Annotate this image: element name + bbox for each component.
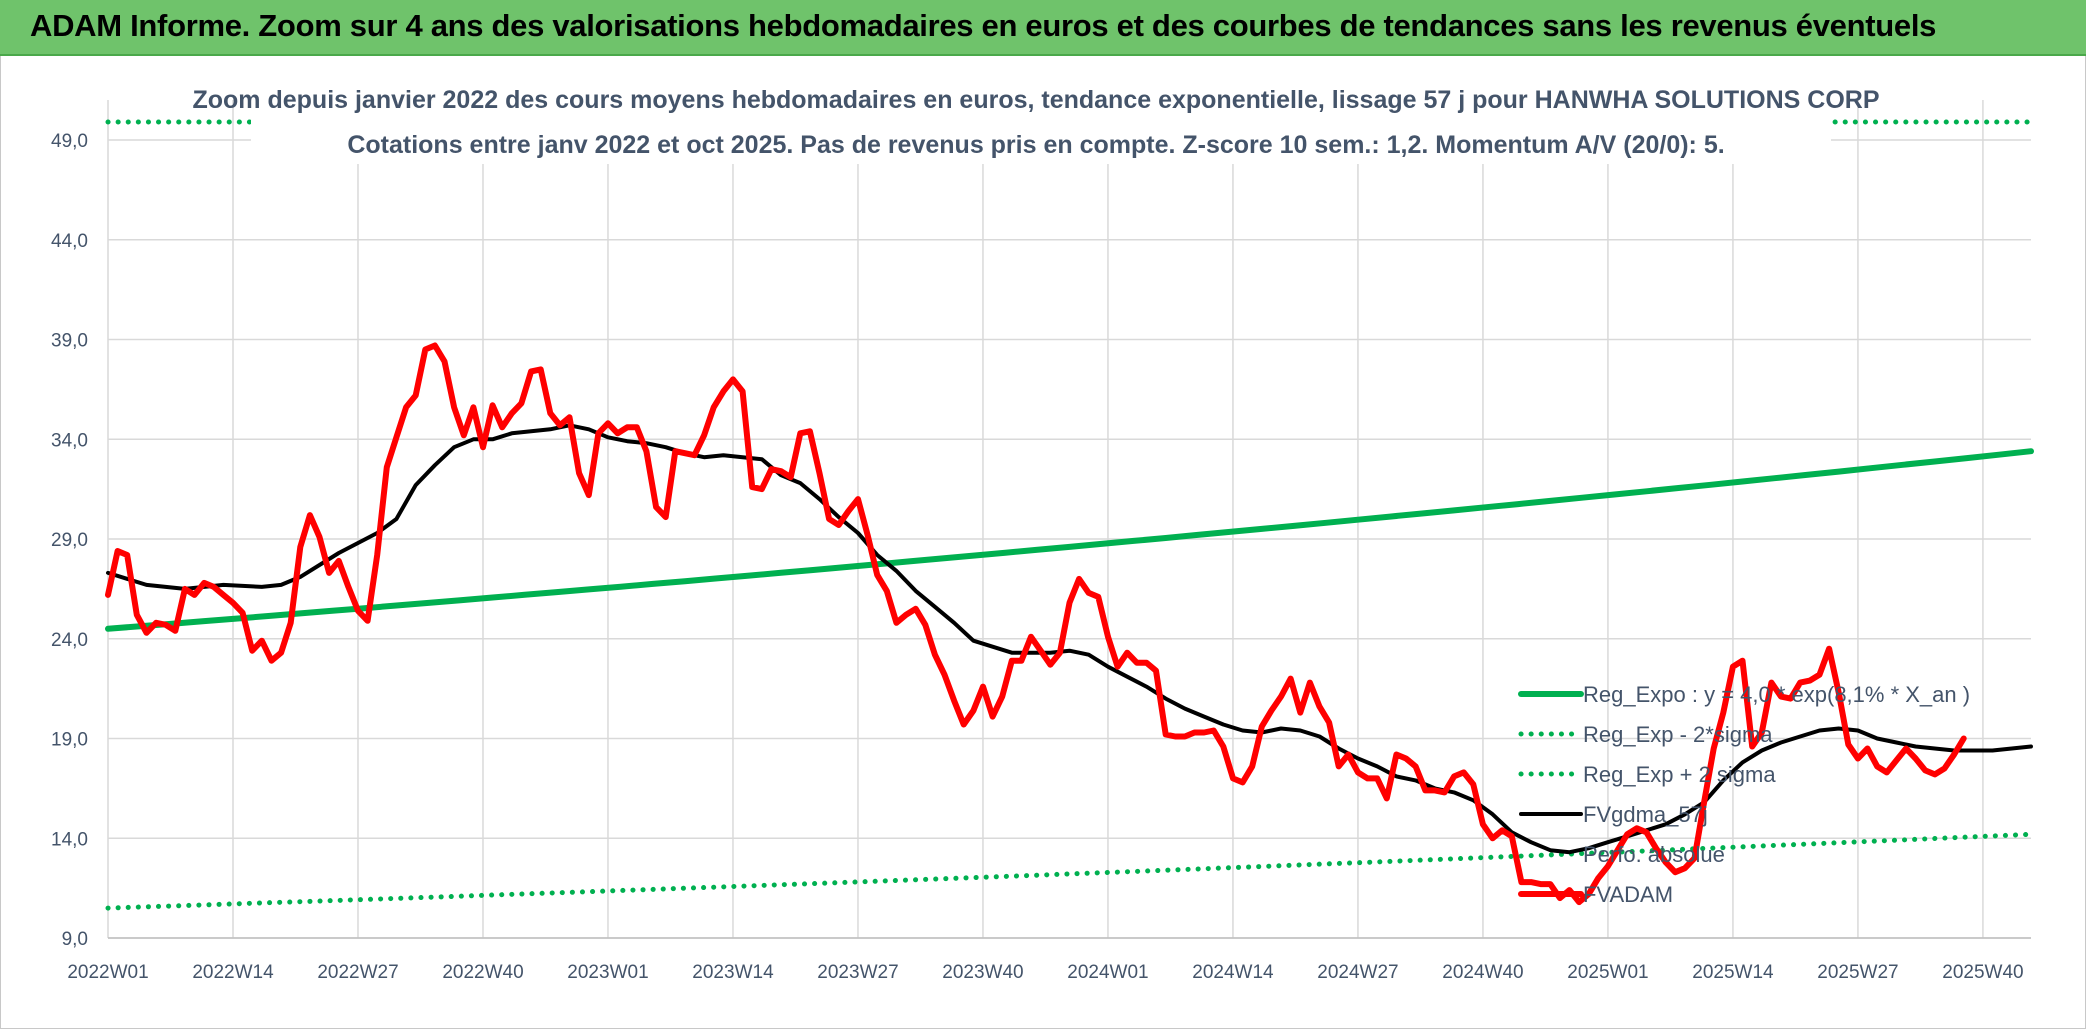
legend-label: Perfo. absolue: [1583, 842, 1725, 867]
x-tick-label: 2025W14: [1692, 962, 1774, 983]
y-tick-label: 24,0: [51, 630, 88, 651]
x-tick-label: 2024W14: [1192, 962, 1274, 983]
y-tick-label: 39,0: [51, 331, 88, 352]
y-tick-label: 19,0: [51, 730, 88, 751]
grid-layer: [107, 100, 2031, 939]
y-tick-label: 44,0: [51, 231, 88, 252]
y-tick-label: 9,0: [62, 929, 88, 950]
x-tick-label: 2024W27: [1317, 962, 1398, 983]
x-tick-label: 2023W01: [567, 962, 648, 983]
legend-label: Reg_Exp + 2 sigma: [1583, 762, 1776, 787]
x-tick-label: 2022W01: [67, 962, 148, 983]
x-tick-label: 2023W27: [817, 962, 898, 983]
series-line-3: [106, 423, 2033, 855]
x-tick-label: 2024W01: [1067, 962, 1148, 983]
price-trend-chart: 9,0 14,0 19,0 24,0 29,0 34,0 39,0 44,0 49,0 2022W…: [51, 76, 2034, 983]
chart-frame: 9,0 14,0 19,0 24,0 29,0 34,0 39,0 44,0 49,0 2022W…: [0, 56, 2086, 1029]
x-tick-label: 2022W14: [192, 962, 274, 983]
series-line-1: [105, 831, 2034, 911]
series-line-0: [105, 448, 2034, 632]
x-tick-label: 2022W40: [442, 962, 523, 983]
legend-label: FVADAM: [1583, 882, 1673, 907]
chart-title-backdrop: [251, 76, 1831, 164]
axis-layer: 9,0 14,0 19,0 24,0 29,0 34,0 39,0 44,0 49,0 2022W…: [51, 131, 2031, 983]
x-tick-label: 2025W27: [1817, 962, 1898, 983]
x-tick-label: 2023W40: [942, 962, 1023, 983]
legend-label: FVgdma_57j: [1583, 802, 1708, 827]
x-tick-label: 2023W14: [692, 962, 774, 983]
report-title: ADAM Informe. Zoom sur 4 ans des valoris…: [30, 8, 1937, 43]
y-tick-label: 34,0: [51, 430, 88, 451]
legend-label: Reg_Exp - 2*sigma: [1583, 722, 1773, 747]
chart-title: Zoom depuis janvier 2022 des cours moyen…: [192, 86, 1879, 114]
x-tick-label: 2025W40: [1942, 962, 2023, 983]
y-tick-label: 29,0: [51, 530, 88, 551]
legend: Reg_Expo : y = 4,0 * exp(8,1% * X_an ) Re…: [1518, 682, 1970, 907]
legend-label: Reg_Expo : y = 4,0 * exp(8,1% * X_an ): [1583, 682, 1970, 707]
header-bar: ADAM Informe. Zoom sur 4 ans des valoris…: [0, 0, 2086, 56]
x-tick-label: 2024W40: [1442, 962, 1523, 983]
x-tick-label: 2022W27: [317, 962, 398, 983]
y-tick-label: 49,0: [51, 131, 88, 152]
y-tick-label: 14,0: [51, 829, 88, 850]
x-tick-label: 2025W01: [1567, 962, 1648, 983]
series-line-4: [105, 342, 1967, 906]
chart-subtitle: Cotations entre janv 2022 et oct 2025. P…: [347, 131, 1724, 159]
